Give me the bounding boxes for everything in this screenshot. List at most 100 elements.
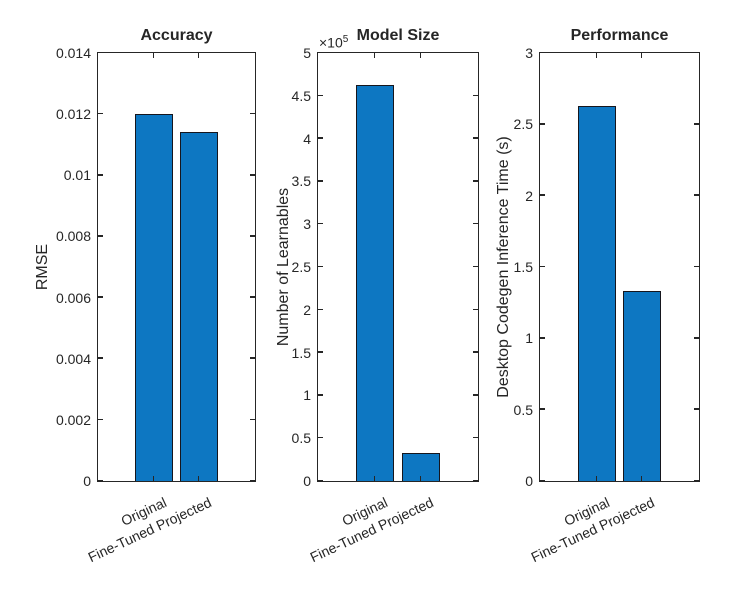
bar-fine-tuned-projected <box>622 290 661 481</box>
tick-mark <box>317 222 323 225</box>
tick-mark <box>317 436 323 439</box>
y-tick-label: 2.5 <box>513 116 533 132</box>
tick-mark <box>595 52 597 58</box>
tick-mark <box>249 357 255 359</box>
tick-mark <box>317 351 323 353</box>
y-tick-label: 0.008 <box>55 228 91 244</box>
y-tick-label: 0.006 <box>55 290 91 306</box>
tick-mark <box>472 265 478 268</box>
tick-mark <box>539 194 545 196</box>
tick-mark <box>472 308 478 311</box>
tick-mark <box>249 235 255 237</box>
tick-mark <box>97 51 103 54</box>
tick-mark <box>317 51 323 54</box>
tick-mark <box>97 296 103 298</box>
plot-area <box>316 51 479 482</box>
tick-mark <box>472 436 478 439</box>
y-tick-label: 5 <box>303 45 311 61</box>
tick-mark <box>693 479 699 482</box>
y-tick-label: 0.01 <box>63 167 91 183</box>
chart-title: Accuracy <box>140 27 213 44</box>
tick-mark <box>472 137 478 139</box>
tick-mark <box>97 235 103 237</box>
y-tick-label: 3.5 <box>291 173 311 189</box>
tick-mark <box>693 408 699 410</box>
tick-mark <box>472 479 478 482</box>
tick-mark <box>693 123 699 125</box>
tick-mark <box>419 52 422 58</box>
y-tick-label: 0.014 <box>55 45 91 61</box>
y-tick-label: 2 <box>303 302 311 318</box>
y-tick-label: 0 <box>303 473 311 489</box>
tick-mark <box>249 112 255 115</box>
chart-title: Model Size <box>356 27 440 44</box>
axis-exponent-label: ×105 <box>319 34 349 51</box>
tick-mark <box>472 222 478 225</box>
y-tick-label: 4 <box>303 131 311 147</box>
tick-mark <box>317 137 323 139</box>
y-tick-label: 0 <box>525 473 533 489</box>
tick-mark <box>693 265 699 268</box>
tick-mark <box>693 337 699 339</box>
y-tick-label: 1.5 <box>513 259 533 275</box>
y-tick-label: 1 <box>303 387 311 403</box>
tick-mark <box>152 52 155 58</box>
y-tick-label: 0.5 <box>291 430 311 446</box>
tick-mark <box>472 394 478 396</box>
tick-mark <box>97 418 103 421</box>
y-tick-label: 0.5 <box>513 402 533 418</box>
tick-mark <box>249 418 255 421</box>
y-axis-label: Desktop Codegen Inference Time (s) <box>495 136 512 398</box>
plot-area <box>538 51 700 482</box>
tick-mark <box>249 174 255 176</box>
bar-original <box>355 84 394 481</box>
tick-mark <box>693 51 699 54</box>
y-tick-label: 2 <box>525 188 533 204</box>
y-tick-label: 0 <box>83 473 91 489</box>
tick-mark <box>595 475 597 481</box>
bar-original <box>577 105 616 481</box>
tick-mark <box>472 94 478 97</box>
tick-mark <box>419 475 422 481</box>
tick-mark <box>539 123 545 125</box>
y-tick-label: 3 <box>525 45 533 61</box>
tick-mark <box>539 51 545 54</box>
tick-mark <box>539 408 545 410</box>
y-tick-label: 0.012 <box>55 106 91 122</box>
tick-mark <box>317 308 323 311</box>
y-tick-label: 1.5 <box>291 345 311 361</box>
y-tick-label: 1 <box>525 330 533 346</box>
bar-fine-tuned-projected <box>179 131 218 481</box>
y-tick-label: 4.5 <box>291 88 311 104</box>
tick-mark <box>472 51 478 54</box>
tick-mark <box>317 394 323 396</box>
tick-mark <box>97 357 103 359</box>
tick-mark <box>373 475 376 481</box>
tick-mark <box>317 180 323 182</box>
tick-mark <box>317 94 323 97</box>
tick-mark <box>693 194 699 196</box>
tick-mark <box>197 475 200 481</box>
tick-mark <box>640 52 643 58</box>
tick-mark <box>640 475 643 481</box>
tick-mark <box>97 112 103 115</box>
tick-mark <box>97 479 103 482</box>
y-tick-label: 2.5 <box>291 259 311 275</box>
tick-mark <box>249 479 255 482</box>
tick-mark <box>197 52 200 58</box>
bar-original <box>134 113 173 481</box>
chart-title: Performance <box>570 27 669 44</box>
tick-mark <box>539 479 545 482</box>
y-tick-label: 0.002 <box>55 412 91 428</box>
tick-mark <box>152 475 155 481</box>
tick-mark <box>317 265 323 268</box>
tick-mark <box>472 351 478 353</box>
tick-mark <box>249 296 255 298</box>
tick-mark <box>539 337 545 339</box>
plot-area <box>96 51 256 482</box>
tick-mark <box>317 479 323 482</box>
